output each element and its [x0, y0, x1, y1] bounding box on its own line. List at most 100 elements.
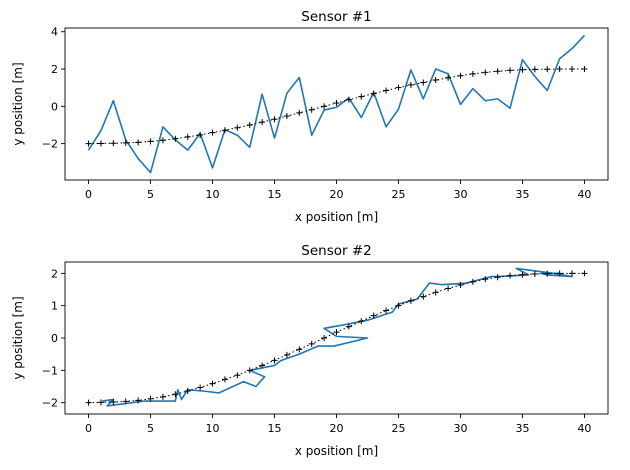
- data-point-marker: [469, 70, 476, 77]
- x-tick-label: 0: [85, 188, 92, 201]
- data-point-marker: [358, 318, 365, 325]
- data-point-marker: [271, 357, 278, 364]
- data-point-marker: [234, 372, 241, 379]
- data-point-marker: [383, 307, 390, 314]
- data-point-marker: [556, 270, 563, 277]
- data-point-marker: [172, 135, 179, 142]
- data-point-marker: [321, 103, 328, 110]
- data-point-marker: [147, 395, 154, 402]
- plot-area: [85, 34, 588, 174]
- data-point-marker: [457, 281, 464, 288]
- chart-title: Sensor #2: [301, 243, 371, 259]
- chart-sensor-1: Sensor #1 x position [m] y position [m] …: [11, 9, 609, 224]
- data-point-marker: [246, 121, 253, 128]
- y-tick-label: −2: [42, 397, 58, 410]
- data-point-marker: [445, 285, 452, 292]
- data-point-marker: [110, 140, 117, 147]
- data-point-marker: [110, 399, 117, 406]
- x-tick-label: 20: [330, 188, 344, 201]
- data-point-marker: [407, 297, 414, 304]
- data-point-marker: [197, 131, 204, 138]
- data-point-marker: [321, 335, 328, 341]
- x-tick-label: 25: [391, 422, 405, 435]
- data-point-marker: [494, 68, 501, 75]
- data-point-marker: [271, 116, 278, 123]
- x-tick-label: 40: [577, 188, 591, 201]
- plot-area: [85, 267, 588, 407]
- y-axis-label: y position [m]: [11, 296, 25, 379]
- data-point-marker: [358, 93, 365, 100]
- x-tick-label: 35: [515, 422, 529, 435]
- data-point-marker: [569, 270, 576, 277]
- y-tick-label: 4: [51, 26, 58, 39]
- series-line-measured: [102, 267, 573, 407]
- data-point-marker: [370, 312, 377, 319]
- data-point-marker: [482, 69, 489, 76]
- data-point-marker: [544, 270, 551, 277]
- data-point-marker: [135, 397, 142, 404]
- data-point-marker: [445, 74, 452, 81]
- x-axis-label: x position [m]: [295, 210, 378, 224]
- data-point-marker: [507, 272, 514, 279]
- y-axis-label: y position [m]: [11, 62, 25, 145]
- x-axis-label: x position [m]: [295, 444, 378, 458]
- x-tick-label: 15: [268, 188, 282, 201]
- x-tick-label: 25: [391, 188, 405, 201]
- data-point-marker: [519, 66, 526, 73]
- data-point-marker: [519, 271, 526, 278]
- y-tick-label: −1: [42, 364, 58, 377]
- chart-title: Sensor #1: [301, 9, 371, 25]
- x-tick-label: 15: [268, 422, 282, 435]
- data-point-marker: [122, 139, 129, 146]
- data-point-marker: [569, 66, 576, 73]
- axes-frame: [64, 261, 609, 415]
- x-tick-label: 5: [147, 422, 154, 435]
- y-tick-label: 2: [51, 267, 58, 280]
- data-point-marker: [283, 113, 290, 120]
- data-point-marker: [420, 79, 427, 86]
- data-point-marker: [333, 99, 340, 106]
- data-point-marker: [97, 140, 104, 147]
- x-tick-label: 35: [515, 188, 529, 201]
- data-point-marker: [221, 127, 228, 134]
- data-point-marker: [581, 66, 588, 73]
- data-point-marker: [135, 139, 142, 146]
- data-point-marker: [221, 376, 228, 383]
- series-line-measured: [87, 34, 586, 174]
- data-point-marker: [147, 138, 154, 145]
- data-point-marker: [122, 398, 129, 405]
- data-point-marker: [494, 274, 501, 281]
- data-point-marker: [85, 399, 92, 406]
- data-point-marker: [283, 351, 290, 358]
- data-point-marker: [383, 87, 390, 94]
- data-point-marker: [209, 129, 216, 136]
- data-point-marker: [531, 66, 538, 73]
- data-point-marker: [333, 329, 340, 336]
- data-point-marker: [172, 391, 179, 398]
- data-point-marker: [296, 346, 303, 353]
- data-point-marker: [531, 270, 538, 277]
- y-tick-label: 1: [51, 300, 58, 313]
- data-point-marker: [308, 340, 315, 347]
- data-point-marker: [345, 96, 352, 103]
- data-point-marker: [507, 67, 514, 74]
- data-point-marker: [259, 362, 266, 369]
- x-tick-label: 30: [453, 188, 467, 201]
- data-point-marker: [308, 106, 315, 113]
- data-point-marker: [370, 90, 377, 97]
- x-tick-label: 0: [85, 422, 92, 435]
- x-tick-label: 30: [453, 422, 467, 435]
- data-point-marker: [296, 109, 303, 116]
- data-point-marker: [482, 276, 489, 283]
- data-point-marker: [97, 399, 104, 406]
- data-point-marker: [395, 84, 402, 91]
- data-point-marker: [246, 367, 253, 374]
- chart-sensor-2: Sensor #2 x position [m] y position [m] …: [11, 243, 609, 458]
- data-point-marker: [209, 380, 216, 387]
- data-point-marker: [432, 289, 439, 296]
- data-point-marker: [581, 270, 588, 277]
- y-tick-label: −2: [42, 138, 58, 151]
- data-point-marker: [85, 140, 92, 147]
- y-tick-label: 2: [51, 63, 58, 76]
